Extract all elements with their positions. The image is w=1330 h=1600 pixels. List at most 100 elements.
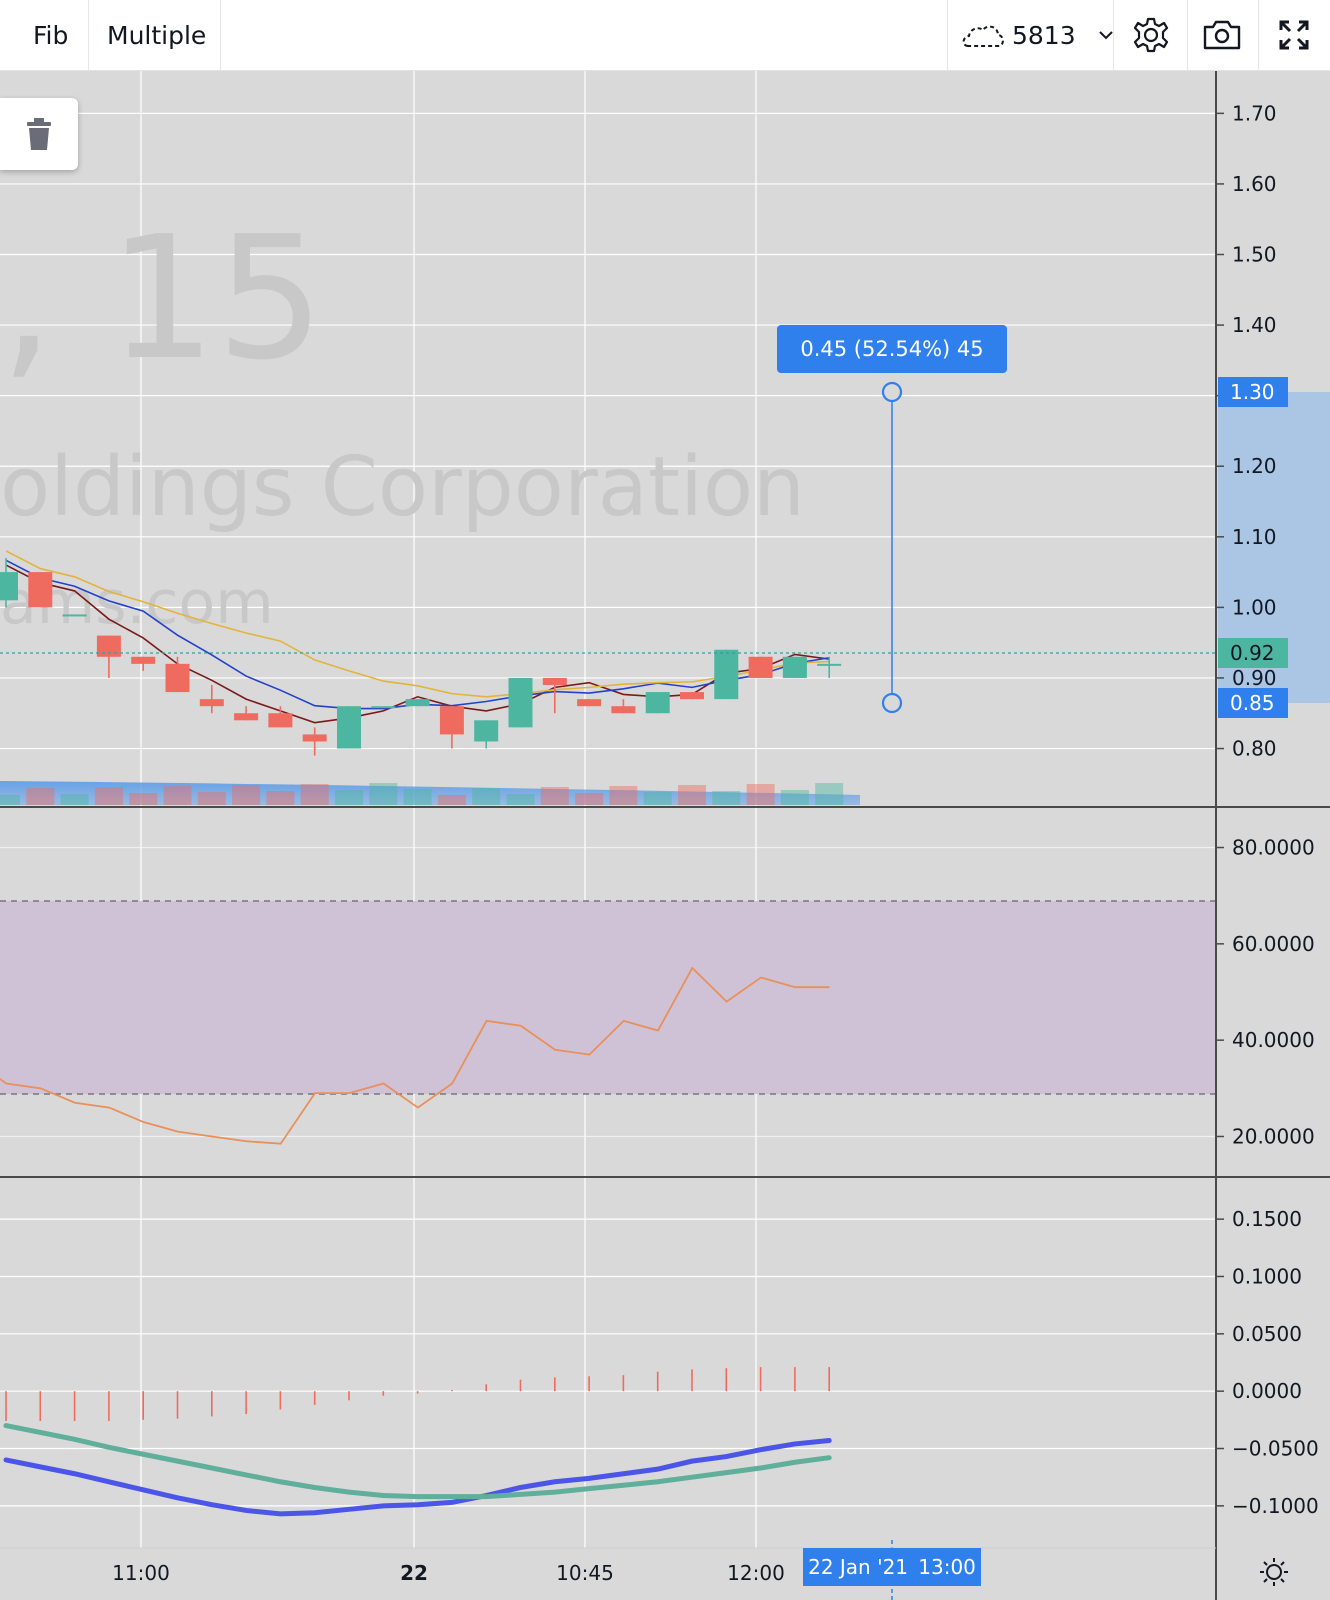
price-axis-label: 1.00 [1232, 595, 1277, 619]
snapshot-button[interactable] [1201, 0, 1243, 70]
candle-body [165, 663, 190, 693]
volume-bar [678, 785, 706, 805]
toolbar-divider [1187, 0, 1188, 70]
candle-body [405, 699, 430, 707]
rsi-axis-label: 60.0000 [1232, 932, 1315, 956]
volume-bar [0, 795, 20, 805]
candle-body [337, 706, 361, 749]
volume-bar [780, 790, 809, 805]
rsi-axis-label: 80.0000 [1232, 836, 1315, 860]
top-toolbar: Fib Multiple 5813 [0, 0, 1330, 71]
candle-body [542, 677, 567, 686]
candle-body [577, 699, 602, 707]
rsi-line [0, 966, 830, 1145]
trash-icon [27, 118, 51, 150]
volume-bar [746, 784, 775, 805]
measure-bottom-price: 0.85 [1230, 691, 1275, 715]
volume-bar [129, 793, 158, 805]
volume-series [0, 781, 860, 805]
watermark-line2: oldings Corporation [0, 440, 805, 535]
chart-canvas[interactable]: , 15 oldings Corporation ams.com 1.70 1.6… [0, 71, 1330, 1600]
price-axis-label: 1.70 [1232, 101, 1277, 125]
fullscreen-button[interactable] [1279, 0, 1309, 70]
volume-bar [609, 786, 638, 805]
current-price-tag: 0.92 [1218, 638, 1288, 668]
measure-handle-bottom[interactable] [881, 692, 903, 714]
volume-area [0, 781, 860, 805]
volume-bar [712, 791, 741, 805]
volume-bar [472, 788, 501, 805]
candle-body [748, 656, 773, 678]
macd-axis-label: 0.0000 [1232, 1379, 1302, 1403]
volume-bar [369, 783, 398, 805]
price-axis-label: 0.90 [1232, 666, 1277, 690]
multiple-button[interactable]: Multiple [107, 0, 206, 70]
price-axis-label: 0.80 [1232, 737, 1277, 761]
candle-body [782, 656, 807, 678]
rsi-series [0, 966, 830, 1145]
candle-body [96, 635, 121, 657]
measure-top-price-tag: 1.30 [1218, 377, 1288, 407]
volume-bar [643, 792, 672, 805]
measure-handle-top[interactable] [881, 381, 903, 403]
measure-label[interactable]: 0.45 (52.54%) 45 [777, 325, 1007, 373]
sun-icon[interactable] [1260, 1558, 1288, 1586]
toolbar-divider [947, 0, 948, 70]
candle-body [131, 656, 156, 664]
candle-body [714, 649, 739, 700]
fib-label: Fib [33, 20, 69, 50]
candle-body [439, 706, 464, 735]
settings-button[interactable] [1131, 0, 1171, 70]
delete-drawing-button[interactable] [0, 98, 78, 170]
macd-axis-label: −0.0500 [1232, 1437, 1319, 1461]
volume-bar [266, 791, 295, 805]
fullscreen-icon [1279, 20, 1309, 50]
macd-axis-label: −0.1000 [1232, 1494, 1319, 1518]
candlestick-series [0, 557, 842, 756]
volume-bar [94, 787, 123, 805]
moving-average-line [5, 550, 830, 698]
candle-body [817, 663, 842, 666]
candle-body [302, 734, 327, 742]
time-label: 22 [400, 1561, 428, 1585]
price-axis-label: 1.50 [1232, 243, 1277, 267]
measure-text: 0.45 (52.54%) 45 [800, 337, 984, 361]
cloud-value: 5813 [1012, 20, 1076, 50]
toolbar-divider [220, 0, 221, 70]
candle-body [645, 692, 670, 714]
toolbar-divider [1258, 0, 1259, 70]
fib-button[interactable]: Fib [33, 0, 68, 70]
volume-bar [540, 787, 569, 805]
price-axis-label: 1.10 [1232, 525, 1277, 549]
macd-line [3, 1437, 832, 1517]
measure-top-price: 1.30 [1230, 380, 1275, 404]
axis-labels: 1.70 1.60 1.50 1.40 1.30 1.20 1.10 1.00 0.90 0.80… [1216, 101, 1319, 1518]
crosshair-date: 22 Jan '21 [808, 1555, 909, 1579]
camera-icon [1203, 20, 1241, 50]
candle-body [508, 677, 533, 728]
time-label: 12:00 [727, 1561, 785, 1585]
candle-body [371, 706, 396, 709]
crosshair-time: 13:00 [918, 1555, 976, 1579]
time-label: 11:00 [112, 1561, 170, 1585]
volume-bar [163, 786, 192, 805]
macd-signal-line [3, 1423, 832, 1500]
rsi-axis-label: 40.0000 [1232, 1028, 1315, 1052]
cloud-counter-button[interactable]: 5813 [960, 0, 1116, 70]
toolbar-divider [1113, 0, 1114, 70]
volume-bar [437, 795, 466, 805]
candle-body [268, 713, 293, 728]
macd-axis-label: 0.0500 [1232, 1322, 1302, 1346]
symbol-watermark: , 15 oldings Corporation ams.com [0, 200, 805, 638]
volume-bar [335, 790, 363, 805]
macd-axis-label: 0.1500 [1232, 1207, 1302, 1231]
candle-body [0, 572, 18, 601]
rsi-band [0, 901, 1216, 1094]
chevron-down-icon [1098, 31, 1113, 40]
candle-body [611, 706, 636, 714]
volume-bar [60, 794, 89, 805]
volume-bar [575, 793, 604, 805]
time-axis: 11:00 22 10:45 12:00 [112, 1561, 785, 1585]
volume-bar [815, 783, 844, 805]
gear-icon [1133, 17, 1169, 53]
